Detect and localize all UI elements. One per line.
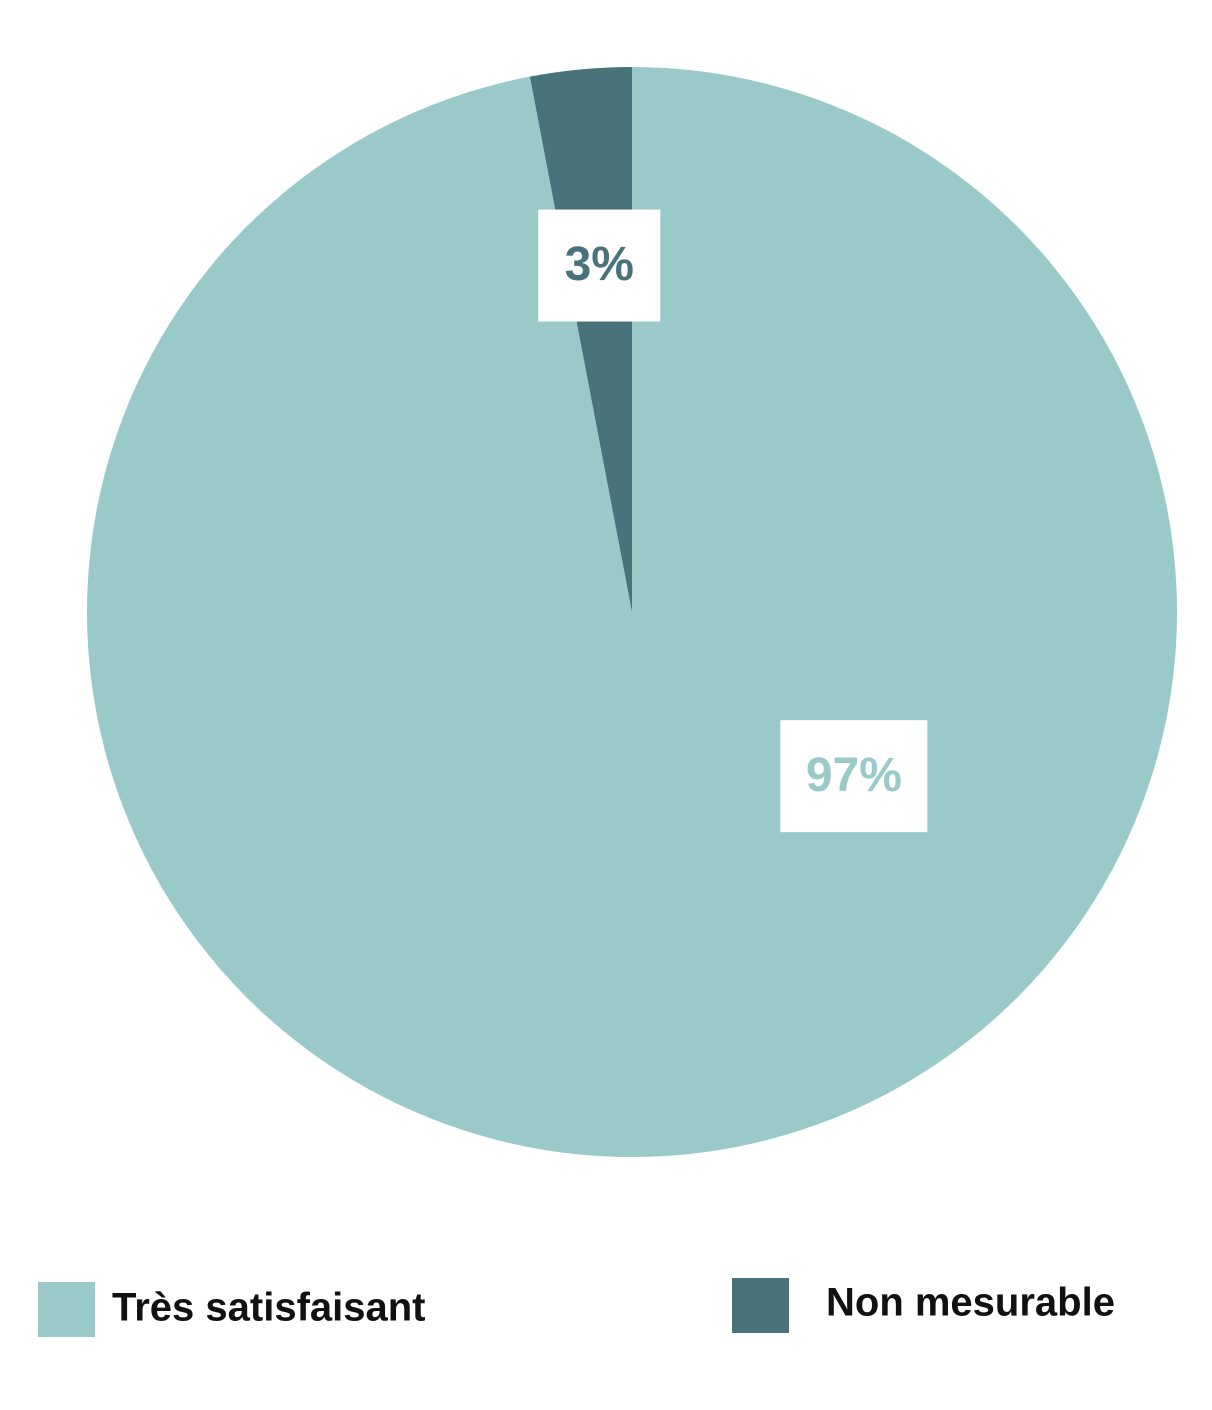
- label-box: [780, 720, 928, 833]
- legend-label: Très satisfaisant: [112, 1286, 426, 1330]
- legend-swatch: [38, 1282, 95, 1337]
- data-label: 97%: [806, 749, 902, 802]
- legend-swatch: [732, 1278, 789, 1333]
- label-box: [538, 209, 661, 322]
- data-label: 3%: [565, 238, 634, 291]
- pie-slice: [529, 67, 632, 612]
- legend-label: Non mesurable: [826, 1281, 1115, 1325]
